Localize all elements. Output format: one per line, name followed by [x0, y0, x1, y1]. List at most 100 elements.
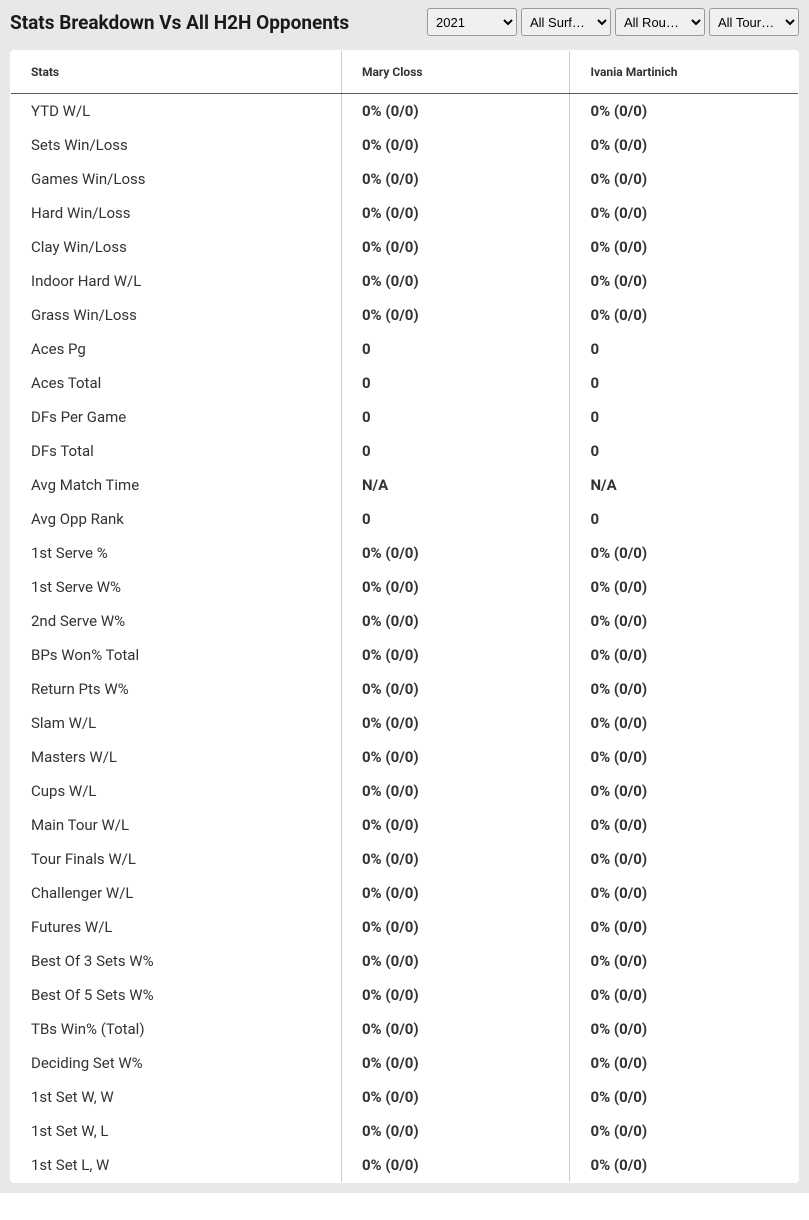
stat-value-cell: 0 [570, 502, 799, 536]
stat-value-cell: 0% (0/0) [341, 196, 570, 230]
stat-name-cell: Masters W/L [11, 740, 342, 774]
table-row: Clay Win/Loss0% (0/0)0% (0/0) [11, 230, 799, 264]
stat-value-cell: 0% (0/0) [570, 706, 799, 740]
stat-name-cell: Return Pts W% [11, 672, 342, 706]
table-row: Challenger W/L0% (0/0)0% (0/0) [11, 876, 799, 910]
stat-value-cell: 0% (0/0) [570, 1148, 799, 1183]
stat-name-cell: Avg Opp Rank [11, 502, 342, 536]
stat-value-cell: 0% (0/0) [570, 842, 799, 876]
stat-value-cell: 0% (0/0) [341, 808, 570, 842]
stat-value-cell: 0% (0/0) [341, 910, 570, 944]
stat-value-cell: 0% (0/0) [570, 94, 799, 129]
table-row: 1st Set L, W0% (0/0)0% (0/0) [11, 1148, 799, 1183]
stat-value-cell: 0 [341, 400, 570, 434]
stat-value-cell: 0% (0/0) [341, 978, 570, 1012]
table-row: BPs Won% Total0% (0/0)0% (0/0) [11, 638, 799, 672]
stat-value-cell: 0% (0/0) [570, 1046, 799, 1080]
stat-value-cell: 0% (0/0) [341, 570, 570, 604]
stat-value-cell: 0% (0/0) [570, 740, 799, 774]
stat-value-cell: 0% (0/0) [341, 774, 570, 808]
stat-value-cell: 0% (0/0) [341, 604, 570, 638]
tournament-select[interactable]: All Tour… [709, 8, 799, 36]
stat-value-cell: 0 [570, 332, 799, 366]
stat-name-cell: Games Win/Loss [11, 162, 342, 196]
stat-value-cell: 0% (0/0) [341, 706, 570, 740]
table-row: Slam W/L0% (0/0)0% (0/0) [11, 706, 799, 740]
stat-value-cell: N/A [341, 468, 570, 502]
stat-name-cell: Indoor Hard W/L [11, 264, 342, 298]
header-bar: Stats Breakdown Vs All H2H Opponents 202… [0, 0, 809, 44]
stat-value-cell: 0% (0/0) [341, 638, 570, 672]
stat-value-cell: 0% (0/0) [341, 944, 570, 978]
stat-value-cell: 0% (0/0) [570, 230, 799, 264]
stat-value-cell: 0% (0/0) [570, 570, 799, 604]
table-row: 2nd Serve W%0% (0/0)0% (0/0) [11, 604, 799, 638]
stat-name-cell: Best Of 3 Sets W% [11, 944, 342, 978]
col-header-player1: Mary Closs [341, 51, 570, 94]
table-row: Main Tour W/L0% (0/0)0% (0/0) [11, 808, 799, 842]
stat-value-cell: 0% (0/0) [570, 978, 799, 1012]
table-row: 1st Serve %0% (0/0)0% (0/0) [11, 536, 799, 570]
table-row: Games Win/Loss0% (0/0)0% (0/0) [11, 162, 799, 196]
stat-name-cell: Avg Match Time [11, 468, 342, 502]
round-select[interactable]: All Rou… [615, 8, 705, 36]
col-header-stats: Stats [11, 51, 342, 94]
stat-name-cell: TBs Win% (Total) [11, 1012, 342, 1046]
stat-name-cell: Challenger W/L [11, 876, 342, 910]
stat-name-cell: 1st Serve % [11, 536, 342, 570]
table-row: Grass Win/Loss0% (0/0)0% (0/0) [11, 298, 799, 332]
stat-value-cell: 0% (0/0) [341, 1114, 570, 1148]
stat-value-cell: 0 [341, 434, 570, 468]
table-row: Avg Opp Rank00 [11, 502, 799, 536]
stat-value-cell: 0% (0/0) [341, 1046, 570, 1080]
stat-value-cell: 0% (0/0) [341, 536, 570, 570]
stat-value-cell: 0% (0/0) [570, 128, 799, 162]
stat-name-cell: Futures W/L [11, 910, 342, 944]
year-select[interactable]: 2021 [427, 8, 517, 36]
stat-value-cell: 0% (0/0) [341, 230, 570, 264]
stat-value-cell: N/A [570, 468, 799, 502]
table-row: Sets Win/Loss0% (0/0)0% (0/0) [11, 128, 799, 162]
stat-name-cell: Tour Finals W/L [11, 842, 342, 876]
stat-value-cell: 0% (0/0) [570, 910, 799, 944]
stat-name-cell: 1st Set W, L [11, 1114, 342, 1148]
stat-value-cell: 0% (0/0) [341, 842, 570, 876]
stat-name-cell: Aces Pg [11, 332, 342, 366]
table-row: 1st Serve W%0% (0/0)0% (0/0) [11, 570, 799, 604]
stat-name-cell: Cups W/L [11, 774, 342, 808]
stat-value-cell: 0% (0/0) [570, 672, 799, 706]
table-row: Futures W/L0% (0/0)0% (0/0) [11, 910, 799, 944]
table-row: YTD W/L0% (0/0)0% (0/0) [11, 94, 799, 129]
stat-value-cell: 0% (0/0) [570, 604, 799, 638]
table-row: Tour Finals W/L0% (0/0)0% (0/0) [11, 842, 799, 876]
stat-name-cell: 2nd Serve W% [11, 604, 342, 638]
stat-value-cell: 0% (0/0) [570, 1012, 799, 1046]
table-row: Indoor Hard W/L0% (0/0)0% (0/0) [11, 264, 799, 298]
surface-select[interactable]: All Surf… [521, 8, 611, 36]
stat-value-cell: 0% (0/0) [341, 1080, 570, 1114]
stat-name-cell: Best Of 5 Sets W% [11, 978, 342, 1012]
table-row: 1st Set W, W0% (0/0)0% (0/0) [11, 1080, 799, 1114]
stat-value-cell: 0% (0/0) [341, 876, 570, 910]
stat-value-cell: 0% (0/0) [341, 162, 570, 196]
stat-name-cell: Sets Win/Loss [11, 128, 342, 162]
stat-value-cell: 0 [570, 400, 799, 434]
stat-name-cell: Grass Win/Loss [11, 298, 342, 332]
stat-value-cell: 0% (0/0) [570, 264, 799, 298]
stat-name-cell: BPs Won% Total [11, 638, 342, 672]
stat-name-cell: Slam W/L [11, 706, 342, 740]
table-row: DFs Total00 [11, 434, 799, 468]
stat-value-cell: 0 [570, 434, 799, 468]
stat-value-cell: 0% (0/0) [570, 944, 799, 978]
stat-name-cell: Deciding Set W% [11, 1046, 342, 1080]
stat-value-cell: 0 [341, 332, 570, 366]
stat-name-cell: DFs Total [11, 434, 342, 468]
stat-value-cell: 0% (0/0) [341, 740, 570, 774]
stat-value-cell: 0% (0/0) [570, 1080, 799, 1114]
stat-name-cell: DFs Per Game [11, 400, 342, 434]
stat-value-cell: 0% (0/0) [341, 128, 570, 162]
stats-table: Stats Mary Closs Ivania Martinich YTD W/… [10, 50, 799, 1183]
stat-value-cell: 0 [341, 502, 570, 536]
table-row: Return Pts W%0% (0/0)0% (0/0) [11, 672, 799, 706]
table-header-row: Stats Mary Closs Ivania Martinich [11, 51, 799, 94]
